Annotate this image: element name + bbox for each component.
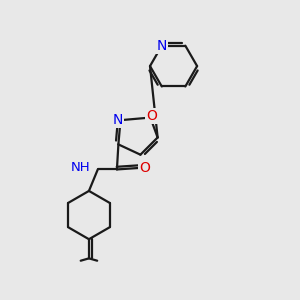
Text: NH: NH: [71, 161, 90, 175]
Text: O: O: [146, 109, 157, 123]
Text: N: N: [112, 113, 123, 127]
Text: N: N: [157, 39, 167, 53]
Text: O: O: [140, 161, 150, 175]
